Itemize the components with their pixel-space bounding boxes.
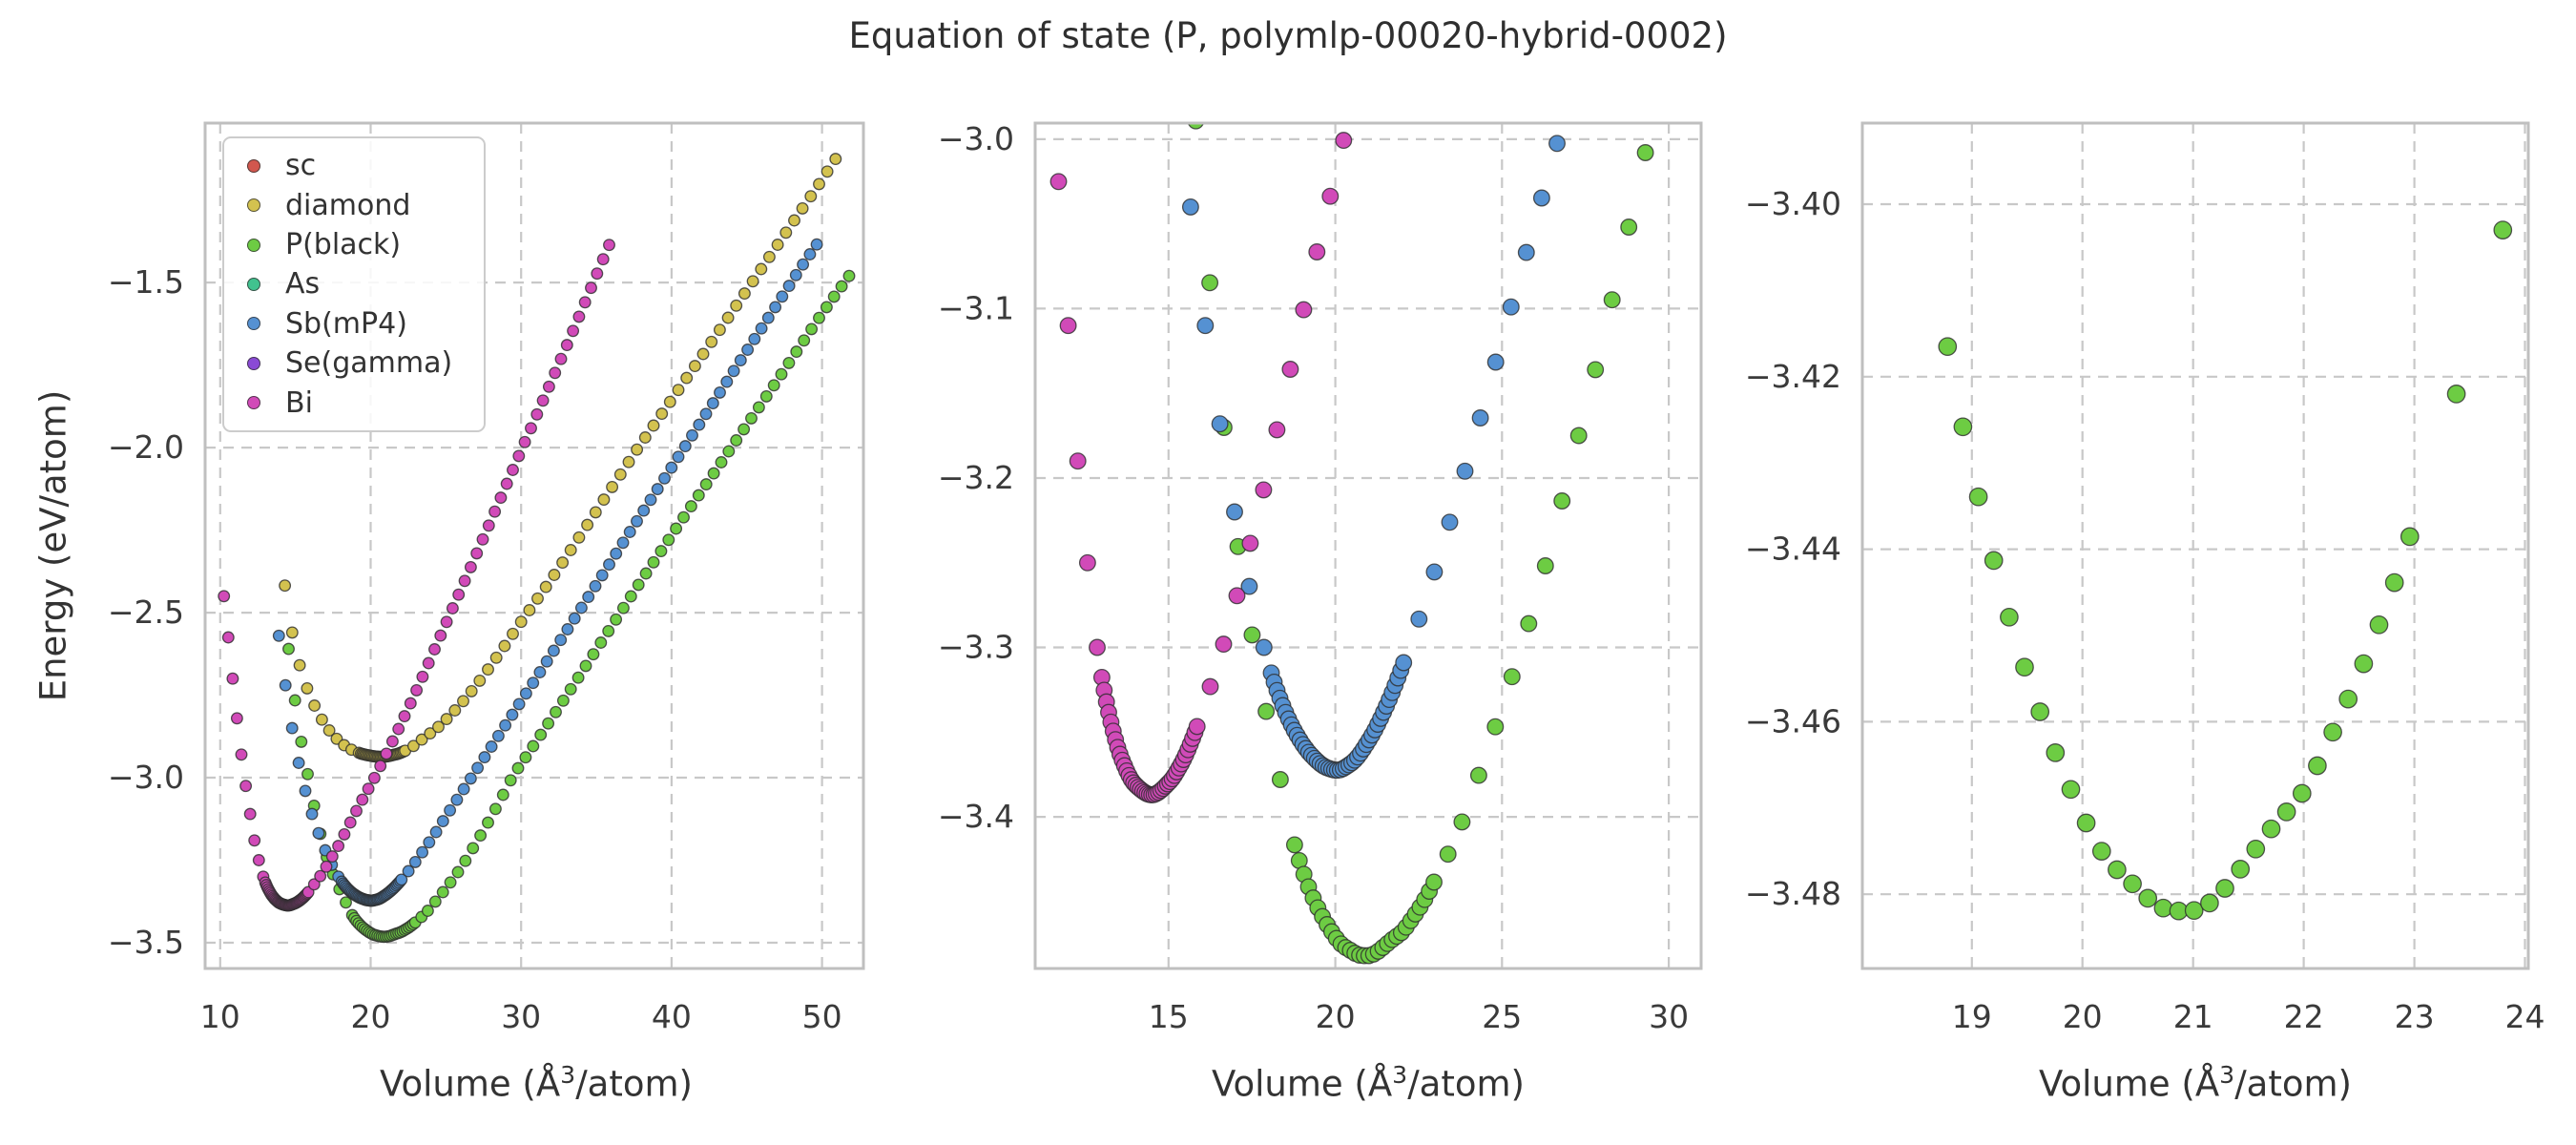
svg-text:−3.42: −3.42 <box>1745 358 1841 395</box>
x-tick-labels-left: 10 20 30 40 50 <box>200 998 842 1035</box>
eos-panel-right: 19 20 21 22 23 24 −3.40 −3.42 −3.44 −3.46 −3.48 <box>1745 121 2545 1035</box>
svg-text:15: 15 <box>1149 998 1189 1035</box>
legend-marker-icon <box>247 396 260 410</box>
svg-text:25: 25 <box>1482 998 1522 1035</box>
legend: sc diamond P(black) As Sb(mP4) Se(gamma) Bi <box>222 136 486 432</box>
svg-text:−3.4: −3.4 <box>938 798 1014 835</box>
x-axis-label-text: /atom) <box>575 1063 693 1105</box>
x-axis-label-sup: 3 <box>1392 1061 1408 1089</box>
svg-text:−2.0: −2.0 <box>108 428 184 466</box>
x-axis-label-left: Volume (Å3/atom) <box>380 1061 693 1104</box>
legend-marker-icon <box>247 238 260 252</box>
y-axis-label: Energy (eV/atom) <box>32 389 74 702</box>
series-P(black)-points <box>1938 220 2513 921</box>
svg-text:−3.44: −3.44 <box>1745 531 1841 568</box>
axes-frame-middle <box>1033 121 1703 970</box>
series-Bi-points <box>218 239 615 912</box>
svg-text:40: 40 <box>652 998 692 1035</box>
series-Sb(mP4)-points <box>1181 135 1566 780</box>
legend-item-se-gamma: Se(gamma) <box>247 344 476 383</box>
series-diamond-points <box>279 153 842 763</box>
axes-frame-left <box>203 121 865 970</box>
series-Bi-points <box>1049 132 1353 803</box>
svg-text:21: 21 <box>2173 998 2213 1035</box>
x-axis-label-sup: 3 <box>560 1061 576 1089</box>
grid-right <box>1862 123 2528 968</box>
y-tick-labels-middle: −3.0 −3.1 −3.2 −3.3 −3.4 <box>938 120 1014 835</box>
x-axis-label-text: /atom) <box>2234 1063 2352 1105</box>
svg-text:−3.5: −3.5 <box>108 924 184 961</box>
axes-frame-right <box>1860 121 2530 970</box>
legend-item-label: sc <box>285 149 317 183</box>
svg-text:20: 20 <box>2063 998 2103 1035</box>
legend-item-label: diamond <box>285 188 411 222</box>
legend-marker-icon <box>247 198 260 213</box>
svg-text:−3.3: −3.3 <box>938 629 1014 666</box>
svg-text:−3.2: −3.2 <box>938 459 1014 496</box>
svg-text:10: 10 <box>200 998 240 1035</box>
eos-panel-middle: 15 20 25 30 −3.0 −3.1 −3.2 −3.3 −3.4 <box>938 120 1703 1035</box>
svg-text:−3.48: −3.48 <box>1745 875 1841 912</box>
legend-item-p-black: P(black) <box>247 226 476 264</box>
svg-text:−3.0: −3.0 <box>108 759 184 796</box>
chart-title: Equation of state (P, polymlp-00020-hybr… <box>848 15 1728 56</box>
svg-text:22: 22 <box>2284 998 2324 1035</box>
legend-item-label: Se(gamma) <box>285 346 453 381</box>
legend-item-bi: Bi <box>247 384 476 422</box>
svg-text:−3.40: −3.40 <box>1745 185 1841 222</box>
x-axis-label-text: Volume (Å <box>380 1063 561 1105</box>
x-axis-label-text: Volume (Å <box>1212 1063 1393 1105</box>
svg-text:50: 50 <box>802 998 842 1035</box>
y-tick-labels-left: −1.5 −2.0 −2.5 −3.0 −3.5 <box>108 263 184 961</box>
x-axis-label-right: Volume (Å3/atom) <box>2039 1061 2352 1104</box>
legend-item-diamond: diamond <box>247 186 476 224</box>
legend-marker-icon <box>247 277 260 291</box>
y-tick-labels-right: −3.40 −3.42 −3.44 −3.46 −3.48 <box>1745 185 1841 912</box>
svg-text:20: 20 <box>1316 998 1356 1035</box>
x-tick-labels-right: 19 20 21 22 23 24 <box>1952 998 2545 1035</box>
x-axis-label-sup: 3 <box>2219 1061 2235 1089</box>
svg-text:24: 24 <box>2505 998 2545 1035</box>
x-axis-label-text: Volume (Å <box>2039 1063 2220 1105</box>
svg-text:−3.46: −3.46 <box>1745 702 1841 739</box>
svg-text:30: 30 <box>1649 998 1689 1035</box>
grid-middle <box>1035 123 1701 968</box>
x-tick-labels-middle: 15 20 25 30 <box>1149 998 1689 1035</box>
legend-item-label: Sb(mP4) <box>285 306 407 341</box>
svg-text:−1.5: −1.5 <box>108 263 184 301</box>
legend-marker-icon <box>247 158 260 173</box>
legend-item-label: P(black) <box>285 228 402 262</box>
legend-item-sc: sc <box>247 147 476 185</box>
svg-text:19: 19 <box>1952 998 1992 1035</box>
svg-text:20: 20 <box>351 998 391 1035</box>
svg-text:−2.5: −2.5 <box>108 593 184 631</box>
legend-item-sb-mp4: Sb(mP4) <box>247 304 476 343</box>
legend-marker-icon <box>247 356 260 370</box>
eos-panel-left: 10 20 30 40 50 −1.5 −2.0 −2.5 −3.0 −3.5 <box>108 121 865 1035</box>
svg-text:23: 23 <box>2395 998 2435 1035</box>
legend-marker-icon <box>247 317 260 331</box>
svg-text:30: 30 <box>501 998 541 1035</box>
legend-item-label: As <box>285 267 321 302</box>
x-axis-label-middle: Volume (Å3/atom) <box>1212 1061 1525 1104</box>
legend-item-as: As <box>247 265 476 303</box>
legend-item-label: Bi <box>285 385 313 420</box>
series-P(black)-points <box>1187 123 1654 965</box>
x-axis-label-text: /atom) <box>1407 1063 1525 1105</box>
svg-text:−3.1: −3.1 <box>938 289 1014 326</box>
svg-text:−3.0: −3.0 <box>938 120 1014 157</box>
